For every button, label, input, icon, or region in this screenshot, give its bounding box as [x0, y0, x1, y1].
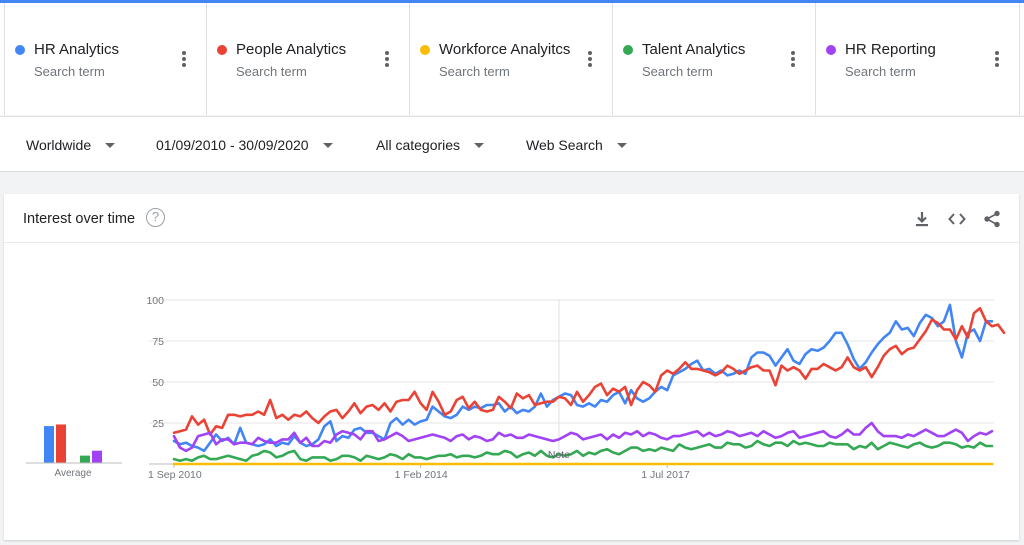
series-line-hr-reporting: [172, 421, 994, 453]
average-bar-hr-analytics: [44, 426, 54, 463]
series-line-people-analytics: [172, 306, 1006, 436]
search-term-card-1[interactable]: HR Analytics Search term: [4, 3, 207, 115]
filter-bar: Worldwide 01/09/2010 - 30/09/2020 All ca…: [0, 116, 1024, 172]
search-term-card-3[interactable]: Workforce Analyitcs Search term: [410, 3, 613, 115]
chart-series: [172, 303, 1006, 466]
term-type: Search term: [34, 64, 105, 79]
term-color-dot: [420, 45, 430, 55]
interest-over-time-chart: Average 25 50 75 100 1 Sep 2010 1 Feb 2014 1 J…: [26, 295, 1006, 481]
y-tick-label: 100: [146, 295, 164, 307]
average-bars: Average: [26, 424, 122, 479]
search-terms-bar: HR Analytics Search term People Analytic…: [0, 3, 1024, 115]
more-vert-icon[interactable]: [588, 51, 592, 67]
term-type: Search term: [845, 64, 916, 79]
term-name[interactable]: People Analytics: [236, 41, 347, 58]
y-tick-label: 25: [152, 418, 164, 430]
card-title: Interest over time: [23, 211, 136, 227]
help-icon[interactable]: ?: [146, 208, 165, 227]
dropdown-arrow-icon: [616, 143, 627, 148]
download-icon[interactable]: [912, 209, 932, 229]
y-tick-label: 75: [152, 336, 164, 348]
term-type: Search term: [642, 64, 713, 79]
category-filter-label: All categories: [376, 137, 461, 153]
note-label[interactable]: Note: [548, 449, 570, 461]
term-name[interactable]: HR Reporting: [845, 41, 936, 58]
series-line-hr-analytics: [172, 303, 994, 453]
top-accent-line: [0, 0, 1024, 3]
x-tick-label: 1 Jul 2017: [641, 469, 690, 481]
term-name[interactable]: Workforce Analyitcs: [439, 41, 571, 58]
average-bar-talent-analytics: [80, 455, 90, 463]
term-color-dot: [217, 45, 227, 55]
region-filter-dropdown[interactable]: Worldwide: [26, 137, 116, 153]
dropdown-arrow-icon: [322, 143, 333, 148]
dropdown-arrow-icon: [105, 143, 116, 148]
x-tick-label: 1 Feb 2014: [395, 469, 448, 481]
chart-labels: 25 50 75 100 1 Sep 2010 1 Feb 2014 1 Jul 2017 N…: [146, 295, 689, 481]
search-term-card-4[interactable]: Talent Analytics Search term: [613, 3, 816, 115]
term-type: Search term: [236, 64, 307, 79]
embed-code-icon[interactable]: [947, 209, 967, 229]
term-name[interactable]: HR Analytics: [34, 41, 120, 58]
property-filter-dropdown[interactable]: Web Search: [526, 137, 627, 153]
date-range-filter-dropdown[interactable]: 01/09/2010 - 30/09/2020: [156, 137, 333, 153]
more-vert-icon[interactable]: [995, 51, 999, 67]
share-icon[interactable]: [982, 209, 1002, 229]
term-type: Search term: [439, 64, 510, 79]
average-label: Average: [54, 468, 92, 479]
series-line-talent-analytics: [172, 439, 994, 463]
region-filter-label: Worldwide: [26, 137, 92, 153]
average-bar-hr-reporting: [92, 450, 102, 463]
date-range-filter-label: 01/09/2010 - 30/09/2020: [156, 137, 309, 153]
search-term-card-2[interactable]: People Analytics Search term: [207, 3, 410, 115]
category-filter-dropdown[interactable]: All categories: [376, 137, 485, 153]
dropdown-arrow-icon: [474, 143, 485, 148]
interest-over-time-card: Interest over time ? Average 25 50 75 100 1 …: [4, 194, 1019, 540]
term-color-dot: [826, 45, 836, 55]
term-color-dot: [623, 45, 633, 55]
x-tick-label: 1 Sep 2010: [148, 469, 202, 481]
term-color-dot: [15, 45, 25, 55]
y-tick-label: 50: [152, 377, 164, 389]
card-header: Interest over time ?: [4, 194, 1019, 243]
average-bar-people-analytics: [56, 424, 66, 463]
more-vert-icon[interactable]: [182, 51, 186, 67]
property-filter-label: Web Search: [526, 137, 603, 153]
more-vert-icon[interactable]: [791, 51, 795, 67]
more-vert-icon[interactable]: [385, 51, 389, 67]
search-term-card-5[interactable]: HR Reporting Search term: [816, 3, 1020, 115]
term-name[interactable]: Talent Analytics: [642, 41, 746, 58]
